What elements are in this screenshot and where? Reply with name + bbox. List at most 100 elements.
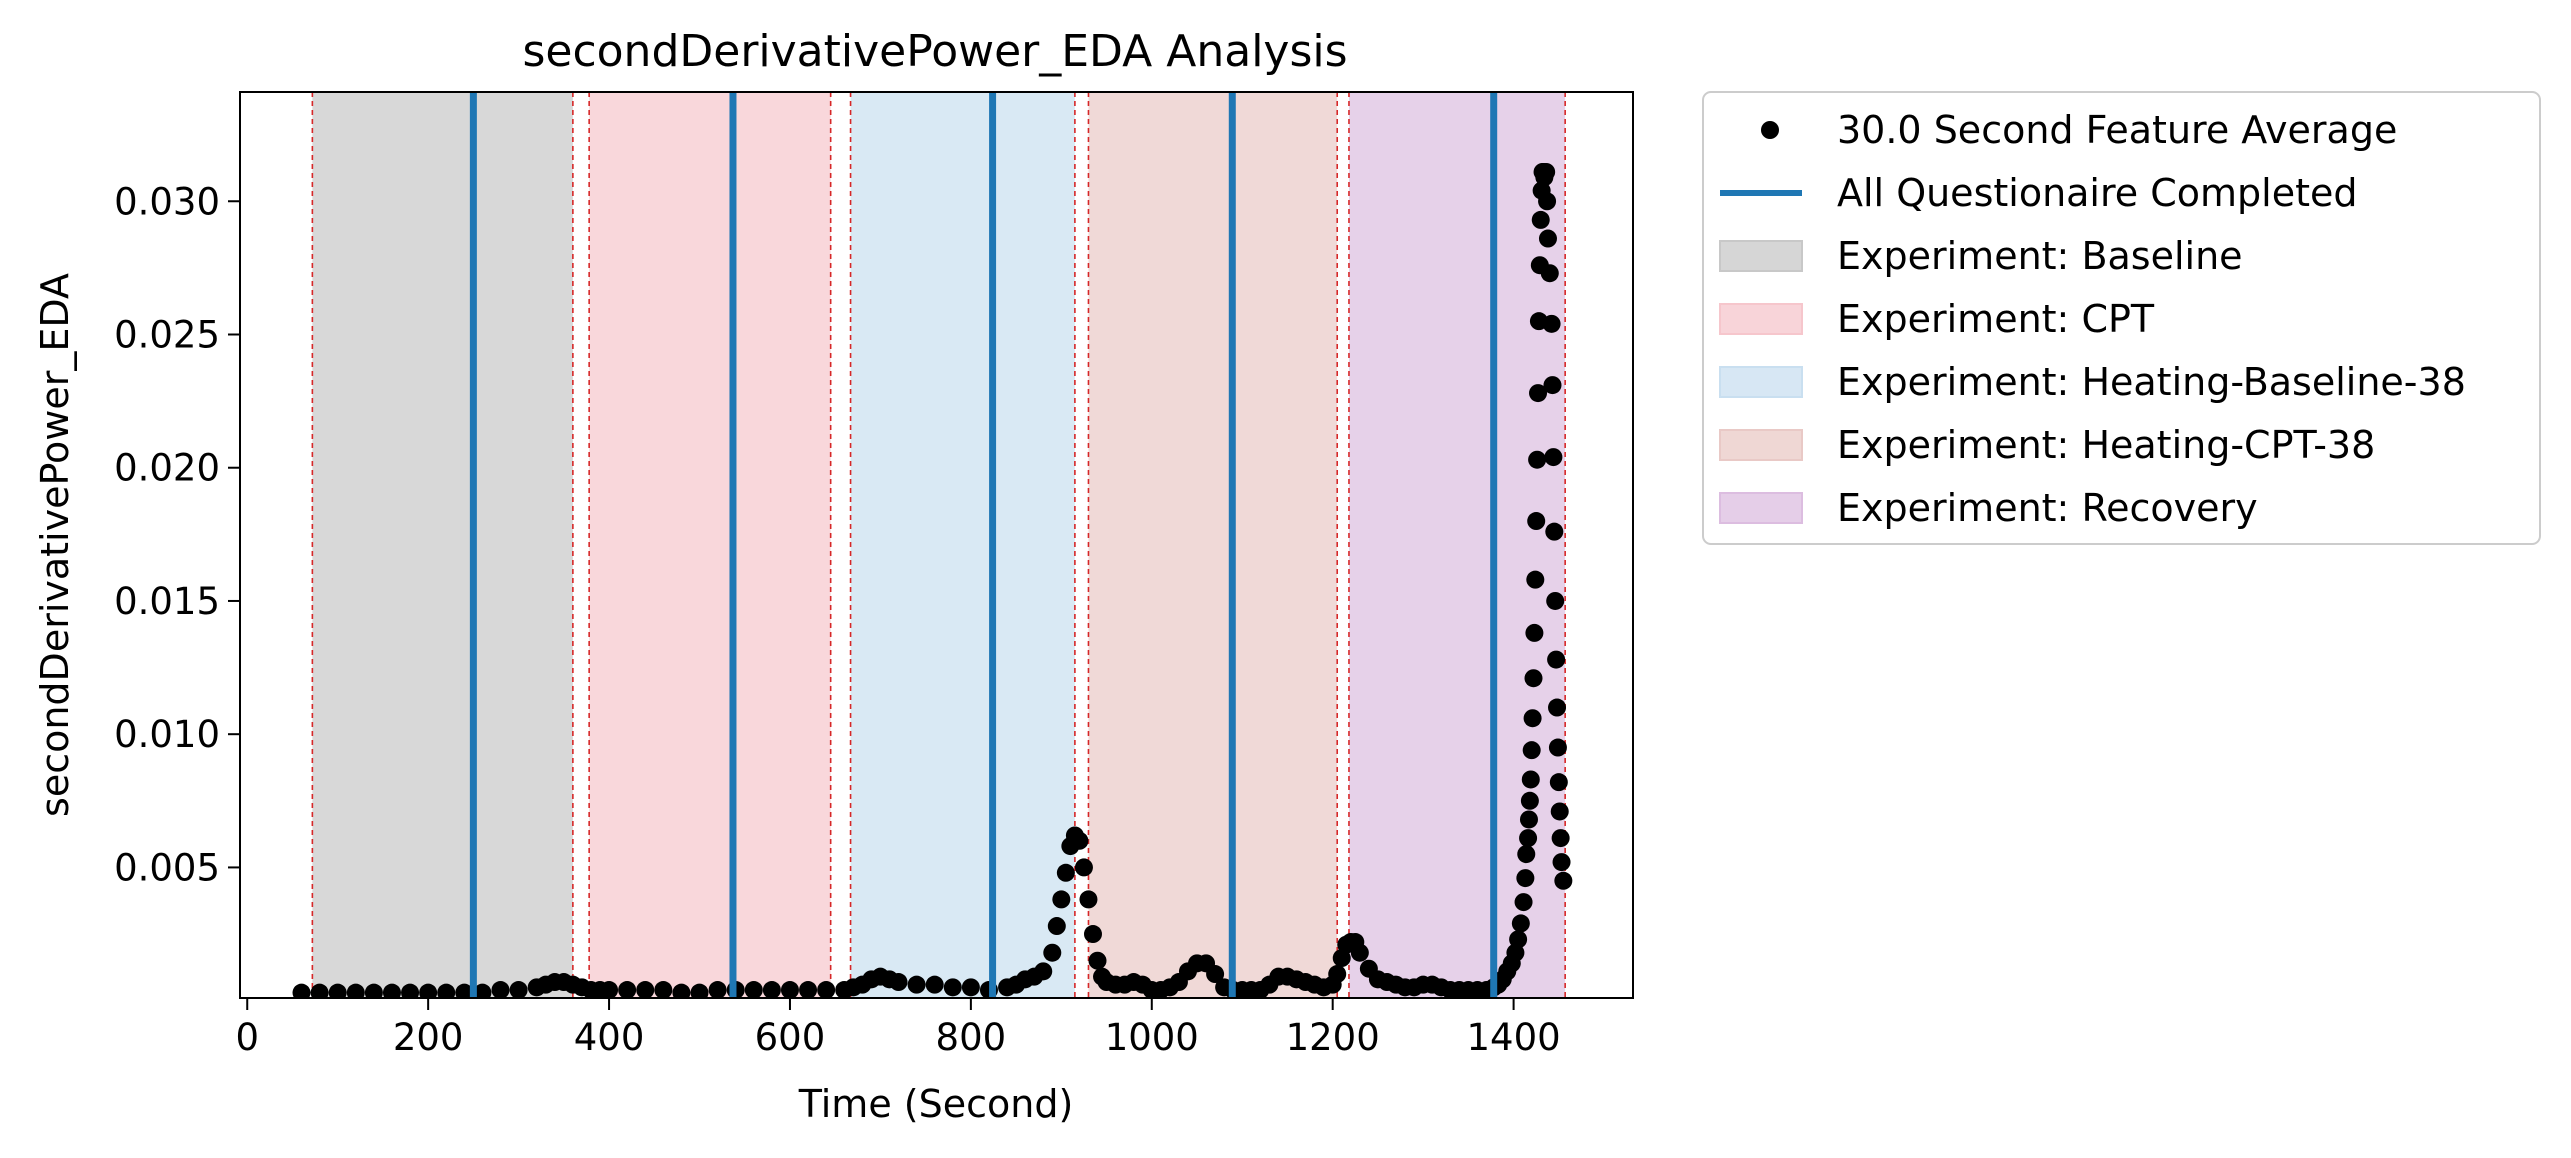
data-point: [1542, 314, 1561, 333]
data-point: [1524, 669, 1543, 688]
phase-band-baseline: [312, 92, 573, 998]
data-point: [509, 981, 528, 998]
data-point: [455, 983, 474, 998]
y-tick-label: 0.020: [114, 447, 220, 490]
x-tick-label: 1000: [1105, 1016, 1199, 1059]
data-point: [1052, 890, 1071, 909]
data-point: [817, 981, 836, 998]
data-point: [1554, 871, 1573, 890]
data-point: [1552, 853, 1571, 872]
y-tick-label: 0.030: [114, 180, 220, 223]
data-point: [364, 983, 383, 998]
data-point: [1549, 773, 1568, 792]
legend-label: Experiment: Heating-CPT-38: [1837, 423, 2375, 467]
x-axis: 0 200 400 600 800 1000 1200 1400: [235, 998, 1561, 1059]
legend-label: Experiment: Heating-Baseline-38: [1837, 360, 2466, 404]
data-point: [654, 981, 673, 998]
data-point: [1529, 384, 1548, 403]
legend-marker-point: [1761, 121, 1779, 139]
y-tick-label: 0.015: [114, 580, 220, 623]
legend-label: All Questionaire Completed: [1837, 171, 2358, 215]
data-point: [1047, 917, 1066, 936]
data-point: [401, 983, 420, 998]
data-point: [1070, 831, 1089, 850]
legend-marker-patch: [1719, 366, 1803, 398]
data-point: [943, 978, 962, 997]
data-point: [1521, 770, 1540, 789]
data-point: [1543, 376, 1562, 395]
data-point: [1511, 914, 1530, 933]
data-point: [328, 983, 347, 998]
data-point: [690, 983, 709, 998]
data-point: [1525, 623, 1544, 642]
data-point: [473, 983, 492, 998]
phase-boundaries: [311, 92, 1566, 998]
data-point: [708, 981, 727, 998]
data-point: [1328, 965, 1347, 984]
data-point: [1043, 943, 1062, 962]
data-point: [1083, 925, 1102, 944]
data-point: [1527, 512, 1546, 531]
data-point: [1548, 738, 1567, 757]
legend-marker-patch: [1719, 429, 1803, 461]
data-point: [1550, 802, 1569, 821]
legend-label: 30.0 Second Feature Average: [1837, 108, 2397, 152]
phase-bands: [312, 92, 1566, 998]
x-tick-label: 800: [936, 1016, 1007, 1059]
data-point: [1551, 829, 1570, 848]
data-point: [1522, 741, 1541, 760]
phase-band-cpt: [589, 92, 831, 998]
data-point: [1545, 522, 1564, 541]
data-point: [799, 981, 818, 998]
data-point: [1519, 810, 1538, 829]
questionnaire-lines: [469, 92, 1498, 998]
phase-band-heating-baseline-38: [850, 92, 1075, 998]
y-tick-label: 0.010: [114, 713, 220, 756]
legend-label: Experiment: Recovery: [1837, 486, 2258, 530]
data-point: [310, 983, 329, 998]
legend-label: Experiment: Baseline: [1837, 234, 2243, 278]
data-point: [382, 983, 401, 998]
plot-frame: [239, 91, 1634, 999]
legend-marker-patch: [1719, 492, 1803, 524]
legend: 30.0 Second Feature Average All Questiona…: [1702, 91, 2541, 545]
data-point: [1526, 570, 1545, 589]
data-point: [1206, 965, 1225, 984]
x-tick-label: 400: [574, 1016, 645, 1059]
data-point: [1540, 264, 1559, 283]
legend-label: Experiment: CPT: [1837, 297, 2155, 341]
data-point: [1528, 450, 1547, 469]
y-axis: 0.005 0.010 0.015 0.020 0.025 0.030: [114, 180, 240, 889]
data-point: [907, 975, 926, 994]
legend-marker-patch: [1719, 240, 1803, 272]
data-point: [618, 981, 637, 998]
data-point: [1079, 890, 1098, 909]
data-point: [744, 981, 763, 998]
data-point: [1537, 162, 1556, 181]
data-point: [961, 978, 980, 997]
data-point: [419, 983, 438, 998]
x-tick-label: 1400: [1467, 1016, 1561, 1059]
x-axis-label: Time (Second): [798, 1082, 1074, 1126]
x-tick-label: 600: [755, 1016, 826, 1059]
y-tick-label: 0.005: [114, 846, 220, 889]
y-axis-label: secondDerivativePower_EDA: [33, 273, 77, 817]
data-point: [889, 973, 908, 992]
data-point: [1516, 869, 1535, 888]
data-point: [762, 981, 781, 998]
data-point: [780, 981, 799, 998]
x-tick-label: 1200: [1286, 1016, 1380, 1059]
data-point: [1506, 943, 1525, 962]
data-point: [1538, 192, 1557, 211]
data-point: [636, 981, 655, 998]
data-point: [1544, 448, 1563, 467]
data-point: [346, 983, 365, 998]
data-point: [1548, 698, 1567, 717]
data-point: [437, 983, 456, 998]
data-point: [925, 975, 944, 994]
data-point: [600, 981, 619, 998]
x-tick-label: 200: [393, 1016, 464, 1059]
data-point: [1088, 951, 1107, 970]
phase-band-heating-cpt-38: [1088, 92, 1338, 998]
data-point: [1517, 845, 1536, 864]
